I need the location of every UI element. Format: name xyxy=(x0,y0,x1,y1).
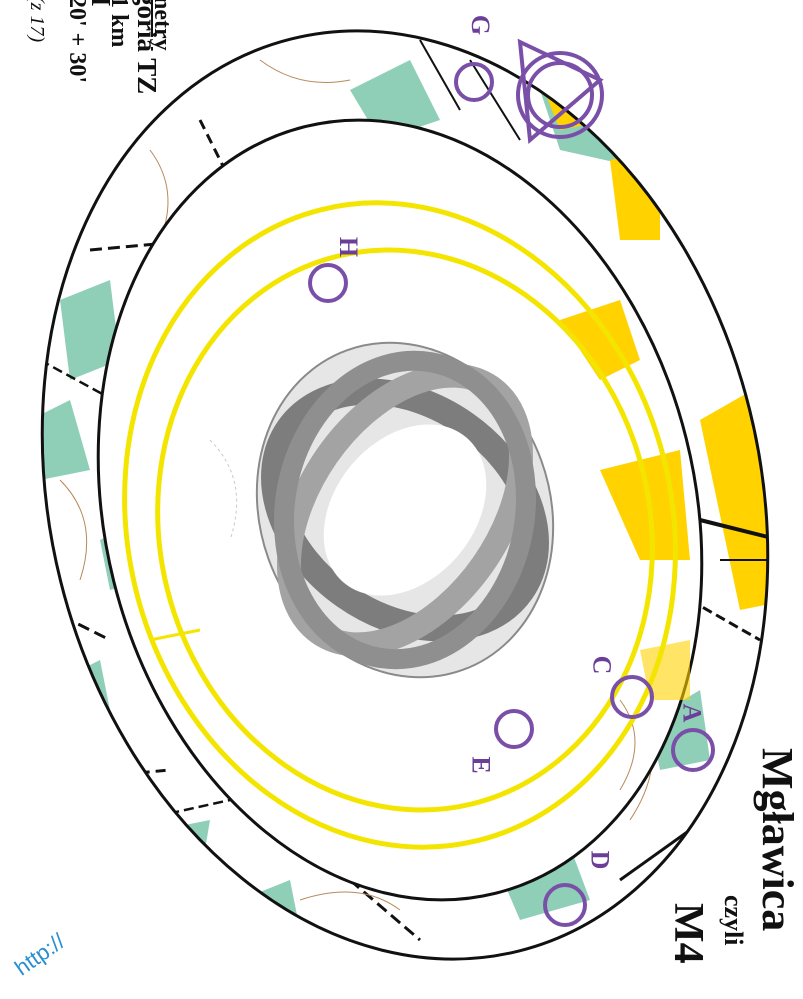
control-E-label: E xyxy=(466,756,496,774)
control-E-circle xyxy=(494,709,534,749)
finish-circle-outer xyxy=(516,51,604,139)
control-H-label: H xyxy=(334,236,364,258)
control-C-circle xyxy=(610,675,654,719)
map-subtitle: czyli xyxy=(719,895,748,946)
map-code: M4 xyxy=(665,903,711,964)
control-G-circle xyxy=(454,62,494,102)
map-title: Mgławica xyxy=(753,748,802,932)
control-H-circle xyxy=(308,263,348,303)
info-line2: 1 km xyxy=(106,0,132,48)
info-line3: 20' + 30' xyxy=(64,0,90,84)
control-A-label: A xyxy=(677,703,707,723)
control-C-label: C xyxy=(587,655,617,675)
control-A-circle xyxy=(671,728,715,772)
control-D-circle xyxy=(543,883,587,927)
control-G-label: G xyxy=(466,14,496,36)
finish-circle-inner xyxy=(526,61,594,129)
course-controls xyxy=(308,38,715,927)
control-D-label: D xyxy=(585,850,615,870)
gray-interlocking-rings-logo xyxy=(255,341,555,679)
yellow-ring-outer xyxy=(122,200,678,850)
yellow-ring-inner xyxy=(155,247,655,813)
info-line1: netry xyxy=(149,0,175,51)
info-line4: (z 17) xyxy=(26,0,48,43)
